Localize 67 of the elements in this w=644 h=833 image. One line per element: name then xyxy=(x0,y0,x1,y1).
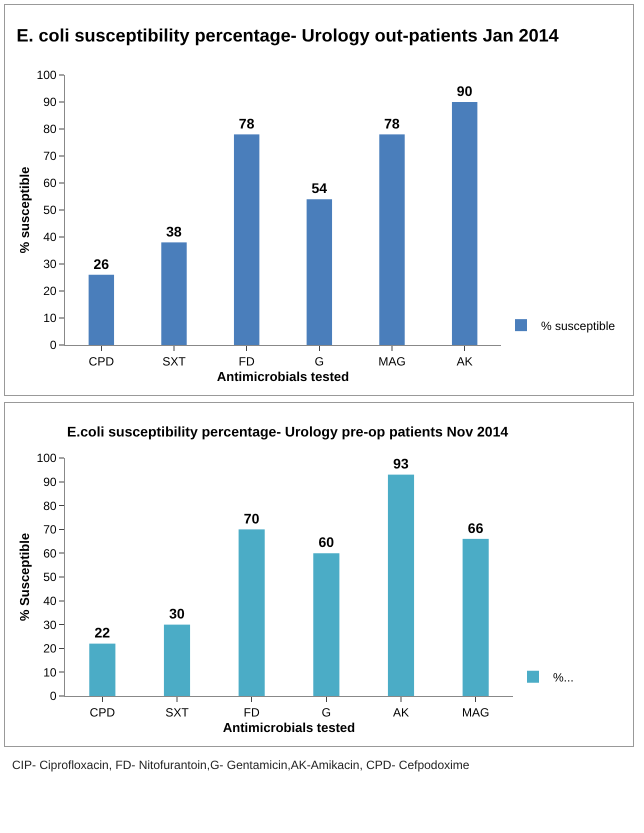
x-tick-label: CPD xyxy=(90,705,116,720)
data-label: 26 xyxy=(93,256,110,272)
data-label: 78 xyxy=(238,115,255,132)
bar xyxy=(388,474,414,696)
legend-label: %... xyxy=(553,670,574,684)
y-tick-label: 0 xyxy=(50,689,57,704)
y-tick-label: 10 xyxy=(43,311,57,326)
x-tick-label: MAG xyxy=(378,354,406,368)
bar xyxy=(452,102,478,345)
chart-title: E. coli susceptibility percentage- Urology out-patients Jan 2014 xyxy=(16,25,559,46)
x-axis-title: Antimicrobials tested xyxy=(216,369,350,384)
data-label: 93 xyxy=(393,456,409,472)
x-tick-label: AK xyxy=(392,705,410,720)
y-tick-label: 20 xyxy=(43,284,57,298)
x-tick-label: CPD xyxy=(88,354,114,368)
y-tick-label: 80 xyxy=(43,122,57,136)
data-label: 66 xyxy=(468,520,484,536)
y-tick-label: 20 xyxy=(43,642,57,656)
y-tick-label: 50 xyxy=(43,203,57,218)
chart-title: E.coli susceptibility percentage- Urology pre-op patients Nov 2014 xyxy=(67,424,508,440)
y-tick-label: 50 xyxy=(43,570,57,584)
y-tick-label: 0 xyxy=(50,338,57,352)
x-tick-label: FD xyxy=(244,705,260,720)
y-tick-label: 90 xyxy=(43,475,57,489)
bar xyxy=(313,553,340,696)
y-axis-title: % Susceptible xyxy=(17,532,32,622)
y-tick-label: 80 xyxy=(43,498,57,513)
bar xyxy=(89,644,116,696)
y-tick-label: 40 xyxy=(43,594,57,608)
data-label: 54 xyxy=(311,180,328,196)
text: CIP- Ciprofloxacin, FD- Nitofurantoin,G- Gentamicin,AK-Amikacin, CPD- Cefpodoxime xyxy=(12,758,470,772)
x-axis-title: Antimicrobials tested xyxy=(222,720,356,735)
x-tick-label: SXT xyxy=(165,705,190,720)
data-label: 78 xyxy=(384,115,400,132)
x-tick-label: MAG xyxy=(462,705,490,720)
data-label: 22 xyxy=(94,624,110,641)
bar xyxy=(161,242,187,345)
data-label: 38 xyxy=(166,223,182,240)
bar xyxy=(164,624,190,696)
bar xyxy=(238,529,265,696)
y-tick-label: 100 xyxy=(36,451,57,466)
bar xyxy=(88,274,114,345)
y-axis-title: % susceptible xyxy=(17,166,32,254)
data-label: 70 xyxy=(244,510,260,526)
y-tick-label: 70 xyxy=(43,149,57,164)
legend-label: % susceptible xyxy=(541,318,616,333)
x-tick-label: SXT xyxy=(162,354,186,368)
x-tick-label: FD xyxy=(238,354,255,368)
y-tick-label: 60 xyxy=(43,546,57,560)
bar xyxy=(234,134,260,345)
data-label: 90 xyxy=(456,83,473,99)
bar xyxy=(462,538,489,696)
y-tick-label: 30 xyxy=(43,618,57,632)
y-tick-label: 60 xyxy=(43,176,57,190)
y-tick-label: 100 xyxy=(36,68,57,82)
x-tick-label: G xyxy=(322,705,331,720)
y-tick-label: 90 xyxy=(43,95,57,110)
bar xyxy=(379,134,405,345)
y-tick-label: 40 xyxy=(43,230,57,244)
y-tick-label: 70 xyxy=(43,522,57,537)
y-tick-label: 30 xyxy=(43,257,57,272)
data-label: 60 xyxy=(318,534,334,550)
bar xyxy=(306,199,332,345)
data-label: 30 xyxy=(169,606,185,622)
x-tick-label: AK xyxy=(456,354,473,368)
x-tick-label: G xyxy=(314,354,324,368)
y-tick-label: 10 xyxy=(43,665,57,680)
